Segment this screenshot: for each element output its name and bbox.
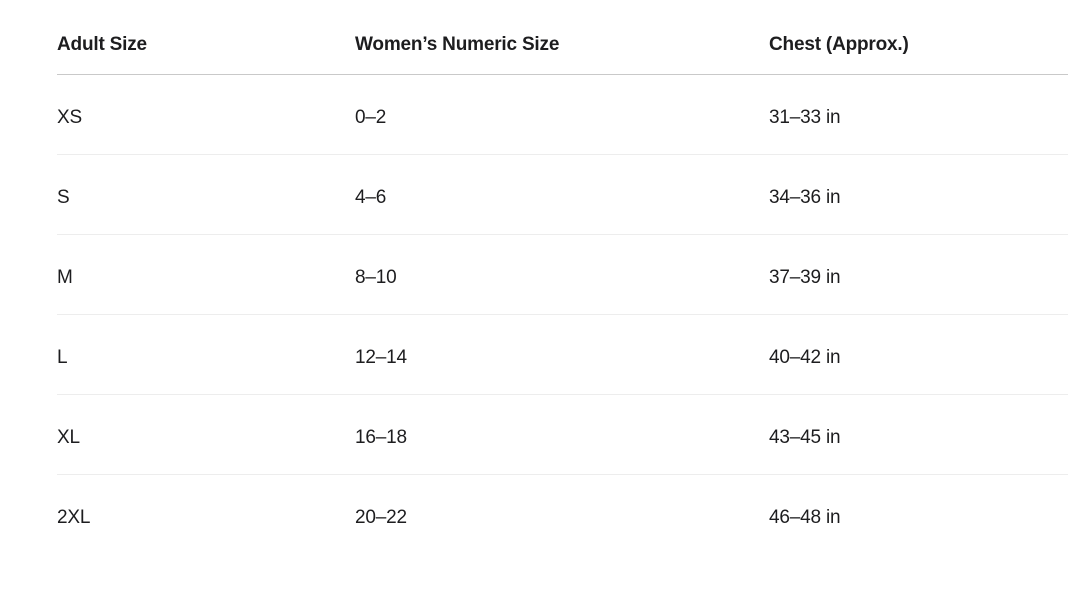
cell-adult-size: XS	[57, 74, 355, 155]
column-header-chest: Chest (Approx.)	[769, 0, 1068, 75]
table-row: L 12–14 40–42 in	[57, 314, 1068, 395]
cell-adult-size: M	[57, 234, 355, 315]
size-chart-table: Adult Size Women’s Numeric Size Chest (A…	[57, 0, 1068, 555]
table-row: S 4–6 34–36 in	[57, 154, 1068, 235]
table-row: XL 16–18 43–45 in	[57, 394, 1068, 475]
table-row: XS 0–2 31–33 in	[57, 74, 1068, 155]
cell-numeric-size: 20–22	[355, 506, 407, 528]
cell-chest: 31–33 in	[769, 74, 1068, 155]
table-row: M 8–10 37–39 in	[57, 234, 1068, 315]
cell-chest: 40–42 in	[769, 314, 1068, 395]
cell-numeric-size: 4–6	[355, 154, 769, 235]
cell-adult-size: 2XL	[57, 506, 91, 528]
cell-chest: 43–45 in	[769, 394, 1068, 475]
cell-adult-size: S	[57, 154, 355, 235]
cell-adult-size: XL	[57, 394, 355, 475]
cell-numeric-size: 8–10	[355, 234, 769, 315]
header-row: Adult Size Women’s Numeric Size Chest (A…	[57, 0, 1068, 75]
cell-numeric-size: 12–14	[355, 314, 769, 395]
cell-numeric-size: 0–2	[355, 74, 769, 155]
table-row: 2XL 20–22 46–48 in	[57, 475, 1068, 555]
column-header-numeric-size: Women’s Numeric Size	[355, 0, 769, 75]
cell-chest: 34–36 in	[769, 154, 1068, 235]
cell-chest: 37–39 in	[769, 234, 1068, 315]
cell-adult-size: L	[57, 314, 355, 395]
column-header-adult-size: Adult Size	[57, 0, 355, 75]
cell-chest: 46–48 in	[769, 506, 841, 528]
cell-numeric-size: 16–18	[355, 394, 769, 475]
